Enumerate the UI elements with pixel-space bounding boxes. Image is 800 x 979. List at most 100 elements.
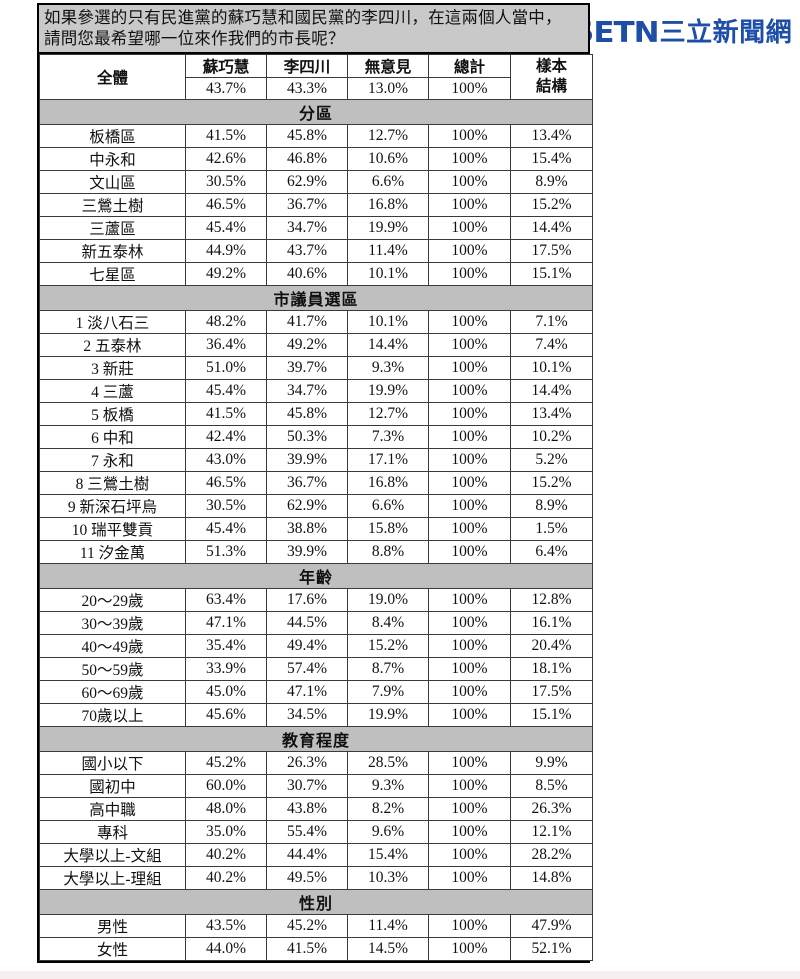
cell-value: 49.4% — [266, 634, 348, 658]
cell-value: 60.0% — [185, 774, 267, 798]
cell-value: 6.4% — [510, 540, 593, 564]
table-row: 40～49歲 35.4% 49.4% 15.2% 100% 20.4% — [39, 634, 593, 658]
row-label: 中永和 — [39, 147, 186, 171]
cell-value: 43.5% — [185, 914, 267, 938]
cell-value: 100% — [428, 402, 511, 426]
cell-value: 100% — [428, 170, 511, 194]
cell-value: 44.4% — [266, 843, 348, 867]
cell-value: 55.4% — [266, 820, 348, 844]
cell-value: 8.5% — [510, 774, 593, 798]
row-label: 5 板橋 — [39, 402, 186, 426]
cell-value: 8.9% — [510, 170, 593, 194]
cell-value: 14.5% — [347, 937, 429, 961]
cell-value: 100% — [428, 797, 511, 821]
cell-value: 45.4% — [185, 379, 267, 403]
cell-value: 100% — [428, 147, 511, 171]
table-row: 七星區 49.2% 40.6% 10.1% 100% 15.1% — [39, 262, 593, 286]
cell-value: 50.3% — [266, 425, 348, 449]
cell-value: 100% — [428, 262, 511, 286]
row-label: 4 三蘆 — [39, 379, 186, 403]
cell-value: 44.9% — [185, 239, 267, 263]
poll-table: 全體 蘇巧慧 李四川 無意見 總計 樣本 結構 43.7% 43.3% 13.0… — [39, 54, 593, 961]
table-row: 10 瑞平雙貢 45.4% 38.8% 15.8% 100% 1.5% — [39, 517, 593, 541]
cell-value: 15.4% — [510, 147, 593, 171]
table-row: 2 五泰林 36.4% 49.2% 14.4% 100% 7.4% — [39, 333, 593, 357]
cell-value: 41.5% — [266, 937, 348, 961]
cell-value: 100% — [428, 751, 511, 775]
section-title: 市議員選區 — [39, 285, 593, 311]
cell-value: 30.5% — [185, 494, 267, 518]
cell-value: 45.8% — [266, 124, 348, 148]
row-label: 高中職 — [39, 797, 186, 821]
cell-value: 19.0% — [347, 588, 429, 612]
row-label: 9 新深石坪烏 — [39, 494, 186, 518]
row-label: 50～59歲 — [39, 657, 186, 681]
row-label: 專科 — [39, 820, 186, 844]
column-header-no-opinion: 無意見 — [347, 54, 429, 78]
cell-value: 36.7% — [266, 471, 348, 495]
table-row: 6 中和 42.4% 50.3% 7.3% 100% 10.2% — [39, 425, 593, 449]
cell-value: 17.1% — [347, 448, 429, 472]
table-row: 新五泰林 44.9% 43.7% 11.4% 100% 17.5% — [39, 239, 593, 263]
overall-value-no-opinion: 13.0% — [347, 77, 429, 100]
row-label: 女性 — [39, 937, 186, 961]
table-row: 60～69歲 45.0% 47.1% 7.9% 100% 17.5% — [39, 680, 593, 704]
overall-value-total: 100% — [428, 77, 511, 100]
cell-value: 20.4% — [510, 634, 593, 658]
poll-question-line2: 請問您最希望哪一位來作我們的市長呢？ — [44, 29, 345, 48]
cell-value: 100% — [428, 494, 511, 518]
cell-value: 26.3% — [266, 751, 348, 775]
cell-value: 100% — [428, 680, 511, 704]
cell-value: 18.1% — [510, 657, 593, 681]
cell-value: 38.8% — [266, 517, 348, 541]
row-label: 20～29歲 — [39, 588, 186, 612]
table-row: 板橋區 41.5% 45.8% 12.7% 100% 13.4% — [39, 124, 593, 148]
table-row: 大學以上-理組 40.2% 49.5% 10.3% 100% 14.8% — [39, 866, 593, 890]
cell-value: 100% — [428, 634, 511, 658]
row-label: 10 瑞平雙貢 — [39, 517, 186, 541]
setn-logo: SETN 三立新聞網 — [572, 18, 792, 48]
row-label: 國初中 — [39, 774, 186, 798]
cell-value: 8.9% — [510, 494, 593, 518]
cell-value: 41.5% — [185, 124, 267, 148]
cell-value: 62.9% — [266, 494, 348, 518]
cell-value: 47.9% — [510, 914, 593, 938]
cell-value: 100% — [428, 356, 511, 380]
row-label: 3 新莊 — [39, 356, 186, 380]
cell-value: 45.4% — [185, 517, 267, 541]
row-label: 文山區 — [39, 170, 186, 194]
table-row: 專科 35.0% 55.4% 9.6% 100% 12.1% — [39, 820, 593, 844]
overall-label-cell: 全體 — [39, 54, 186, 100]
section-title: 年齡 — [39, 563, 593, 589]
cell-value: 43.7% — [266, 239, 348, 263]
cell-value: 51.3% — [185, 540, 267, 564]
cell-value: 57.4% — [266, 657, 348, 681]
cell-value: 35.4% — [185, 634, 267, 658]
table-row: 9 新深石坪烏 30.5% 62.9% 6.6% 100% 8.9% — [39, 494, 593, 518]
cell-value: 46.5% — [185, 193, 267, 217]
cell-value: 14.4% — [347, 333, 429, 357]
column-header-li: 李四川 — [266, 54, 348, 78]
cell-value: 9.3% — [347, 356, 429, 380]
row-label: 2 五泰林 — [39, 333, 186, 357]
section-header-row: 教育程度 — [39, 726, 593, 752]
table-row: 大學以上-文組 40.2% 44.4% 15.4% 100% 28.2% — [39, 843, 593, 867]
cell-value: 10.2% — [510, 425, 593, 449]
cell-value: 1.5% — [510, 517, 593, 541]
table-row: 4 三蘆 45.4% 34.7% 19.9% 100% 14.4% — [39, 379, 593, 403]
cell-value: 8.2% — [347, 797, 429, 821]
setn-logo-cjk-text: 三立新聞網 — [659, 18, 793, 48]
cell-value: 17.5% — [510, 680, 593, 704]
cell-value: 33.9% — [185, 657, 267, 681]
cell-value: 100% — [428, 914, 511, 938]
table-row: 女性 44.0% 41.5% 14.5% 100% 52.1% — [39, 937, 593, 961]
cell-value: 8.8% — [347, 540, 429, 564]
cell-value: 9.9% — [510, 751, 593, 775]
poll-table-container: 如果參選的只有民進黨的蘇巧慧和國民黨的李四川，在這兩個人當中， 請問您最希望哪一… — [37, 3, 593, 963]
cell-value: 9.3% — [347, 774, 429, 798]
cell-value: 8.7% — [347, 657, 429, 681]
cell-value: 9.6% — [347, 820, 429, 844]
cell-value: 41.7% — [266, 310, 348, 334]
row-label: 11 汐金萬 — [39, 540, 186, 564]
